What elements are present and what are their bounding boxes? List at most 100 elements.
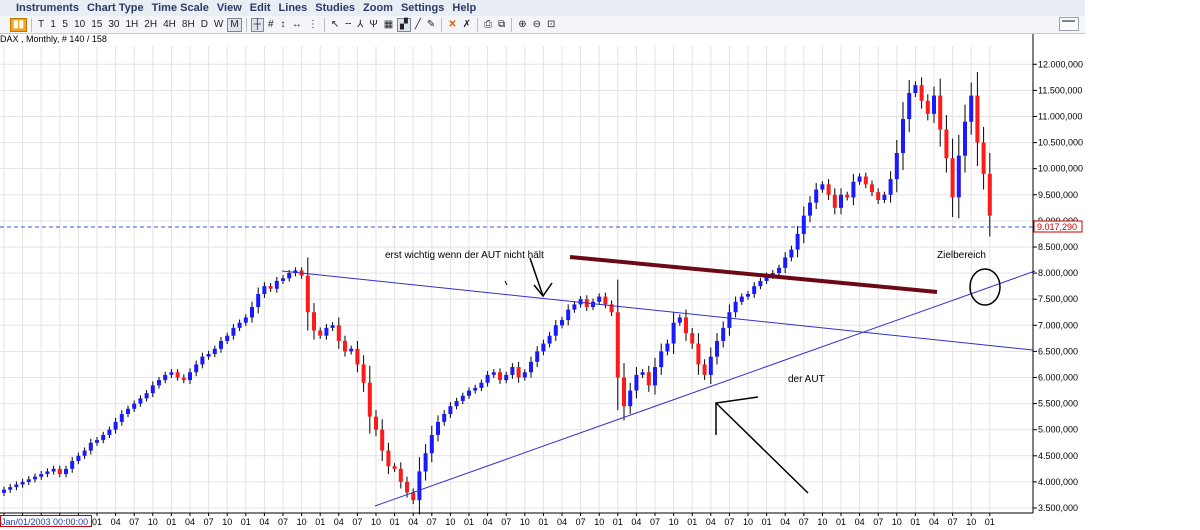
select-tool-icon[interactable]: ▞ [397,17,411,32]
timeframe-1-button[interactable]: 1 [50,19,56,30]
timeframe-30-button[interactable]: 30 [108,19,120,30]
candle-body [975,95,980,143]
toolbar-divider [477,17,479,32]
x-tick-label: 10 [371,517,381,527]
menu-zoom[interactable]: Zoom [363,2,393,14]
line-tool-icon[interactable]: ╱ [414,19,421,30]
crosshair-icon[interactable]: ┼ [250,17,264,32]
zoom-out-icon[interactable]: ⊖ [532,19,541,30]
candle-body [119,414,124,422]
candle-body [274,280,279,289]
menu-studies[interactable]: Studies [315,2,356,14]
delete-icon[interactable]: ✕ [448,19,457,30]
candles [2,72,992,515]
candle-body [429,434,434,454]
timeframe-2h-button[interactable]: 2H [144,19,158,30]
candle-body [374,416,378,430]
x-tick-label: 07 [576,517,586,527]
grid-icon[interactable]: # [268,19,274,30]
x-tick-label: 04 [929,517,939,527]
text-tool-icon[interactable]: ╌ [345,19,352,30]
candle-body [33,476,37,480]
candle-body [467,390,471,396]
x-tick-label: 01 [166,517,176,527]
candle-body [597,296,602,302]
candle-body [820,184,825,190]
x-tick-label: 07 [278,517,288,527]
x-tick-label: 01 [910,517,920,527]
chart-canvas[interactable]: erst wichtig wenn der AUT nicht hält der… [0,0,1085,530]
x-tick-label: 01 [687,517,697,527]
x-tick-label: 01 [613,517,623,527]
candle-body [237,322,242,328]
candle-body [839,194,843,208]
menu-chart-type[interactable]: Chart Type [86,2,144,14]
y-tick-label: 7.000,000 [1038,320,1078,330]
candle-body [485,374,490,383]
candle-body [876,192,881,200]
candle-body [727,312,732,328]
copy-icon[interactable]: ⧉ [498,19,506,30]
dots-icon[interactable]: ⋮ [307,19,318,30]
timeframe-10-button[interactable]: 10 [74,19,86,30]
candle-body [8,487,13,490]
timeframe-m-button[interactable]: M [227,17,242,32]
zoom-box-icon[interactable]: ⊡ [546,19,556,30]
pencil-icon[interactable]: ✎ [426,19,436,30]
chart-type-icon[interactable]: ▮▮ [10,17,28,32]
candle-body [547,335,552,344]
cursor-icon[interactable]: ↖ [330,19,340,30]
candle-body [212,348,217,354]
timeframe-w-button[interactable]: W [213,19,224,30]
y-tick-label: 9.500,000 [1038,190,1078,200]
menu-edit[interactable]: Edit [249,2,271,14]
print-icon[interactable]: ⎙ [484,19,493,30]
x-tick-label: 04 [334,517,344,527]
toolbar-divider [323,17,325,32]
candle-body [659,351,664,368]
candle-body [578,299,583,305]
candle-body [113,421,118,430]
timeframe-t-button[interactable]: T [38,19,45,30]
zoom-in-icon[interactable]: ⊕ [518,19,527,30]
candle-body [107,429,112,435]
menu-settings[interactable]: Settings [400,2,445,14]
menu-instruments[interactable]: Instruments [16,2,79,14]
menu-view[interactable]: View [216,2,242,14]
candle-body [572,304,577,310]
candle-body [194,364,199,373]
candle-body [777,267,781,274]
pitchfork-icon[interactable]: Ψ [369,19,378,30]
timeframe-4h-button[interactable]: 4H [163,19,176,30]
arrows-horizontal-icon[interactable]: ↔ [291,19,302,30]
candle-body [814,189,819,203]
fibonacci-icon[interactable]: ▦ [383,19,394,30]
candle-body [888,179,893,195]
candle-body [969,95,974,122]
window-restore-icon[interactable] [1059,17,1079,31]
timeframe-1h-button[interactable]: 1H [125,19,139,30]
x-tick-label: 01 [762,517,772,527]
menu-help[interactable]: Help [452,2,477,14]
candle-body [739,296,744,302]
timeframe-d-button[interactable]: D [200,19,208,30]
candle-body [938,95,943,130]
candle-body [343,340,347,352]
candle-body [436,421,440,435]
timeframe-15-button[interactable]: 15 [91,19,103,30]
scroll-arrows-icon[interactable]: ↕ [280,19,286,30]
timeframe-5-button[interactable]: 5 [62,19,68,30]
y-tick-label: 3.500,000 [1038,503,1078,513]
toolbar-divider [511,17,513,32]
delete-all-icon[interactable]: ✗ [462,19,472,30]
candle-body [454,400,459,407]
candle-body [560,320,564,326]
candle-body [126,408,130,415]
timeframe-8h-button[interactable]: 8H [181,19,195,30]
fork-icon[interactable]: ⅄ [357,19,364,30]
candle-body [200,356,205,365]
y-tick-label: 5.000,000 [1038,425,1078,435]
menu-lines[interactable]: Lines [278,2,308,14]
candle-body [330,325,335,328]
menu-time-scale[interactable]: Time Scale [151,2,209,14]
